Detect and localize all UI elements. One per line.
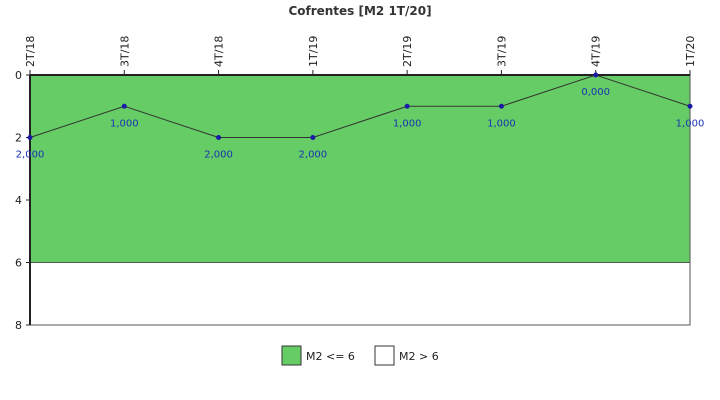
legend-swatch xyxy=(374,345,395,366)
data-label: 1,000 xyxy=(676,118,705,129)
y-tick-label: 8 xyxy=(15,319,22,332)
data-point xyxy=(121,103,127,109)
y-tick-label: 6 xyxy=(15,257,22,270)
data-label: 1,000 xyxy=(393,118,422,129)
band-m2-gt-6 xyxy=(29,262,691,326)
data-labels-layer: 2,000 1,000 2,000 2,000 1,000 1,000 0,000 1,000 xyxy=(16,87,705,161)
y-tick-label: 2 xyxy=(15,132,22,145)
data-point xyxy=(310,135,316,140)
x-tick-label: 2T/18 xyxy=(24,36,37,67)
data-label: 1,000 xyxy=(110,118,139,129)
series-line xyxy=(29,74,691,138)
legend-label: M2 > 6 xyxy=(399,350,439,363)
data-label: 2,000 xyxy=(204,150,233,161)
legend-label: M2 <= 6 xyxy=(306,350,355,363)
y-tick-label: 4 xyxy=(15,194,22,207)
data-label: 2,000 xyxy=(16,150,45,161)
x-tick-label: 4T/19 xyxy=(590,36,603,67)
x-tick-label: 1T/19 xyxy=(307,36,320,67)
x-tick-label: 3T/19 xyxy=(495,36,508,67)
x-tick-label: 3T/18 xyxy=(118,36,131,67)
data-point xyxy=(27,135,33,140)
series-layer xyxy=(27,72,693,140)
data-label: 2,000 xyxy=(299,150,328,161)
x-tick-label: 2T/19 xyxy=(401,36,414,67)
x-tick-label: 4T/18 xyxy=(213,36,226,67)
data-point xyxy=(593,72,599,78)
data-label: 0,000 xyxy=(581,87,610,98)
legend: M2 <= 6 M2 > 6 xyxy=(281,345,439,366)
y-tick-label: 0 xyxy=(15,69,22,82)
band-m2-le-6 xyxy=(29,74,691,263)
x-tick-label: 1T/20 xyxy=(684,36,697,67)
ticks-layer: 0 2 4 6 8 2T/18 3T/18 4T/18 1T/19 2T/19 3T/19 4T/19… xyxy=(15,36,697,332)
legend-swatch xyxy=(281,345,302,366)
bands-layer xyxy=(29,74,691,326)
chart-title: Cofrentes [M2 1T/20] xyxy=(288,4,431,18)
data-point xyxy=(498,103,504,109)
data-label: 1,000 xyxy=(487,118,516,129)
data-point xyxy=(404,103,410,109)
data-point xyxy=(216,135,222,140)
data-point xyxy=(687,103,693,109)
